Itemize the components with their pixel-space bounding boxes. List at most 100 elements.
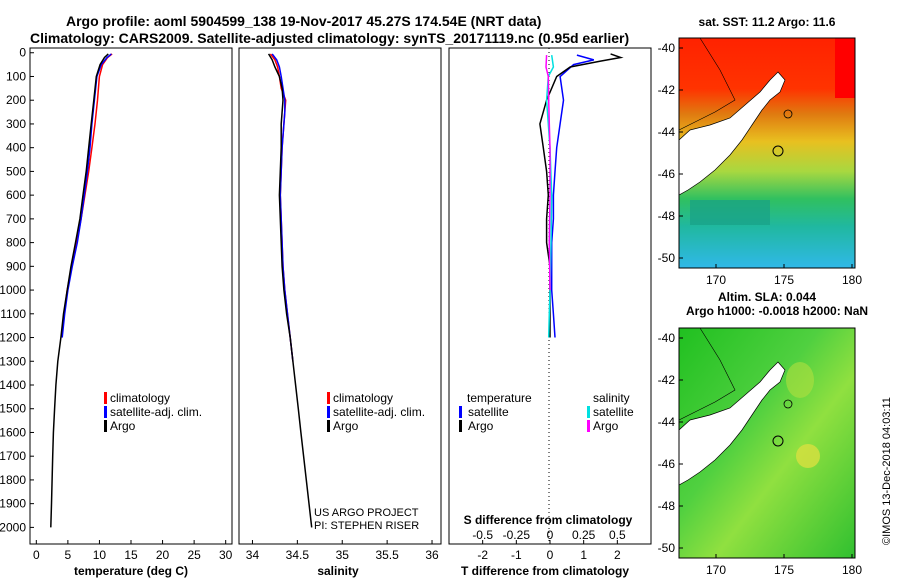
legend-temperature-title: temperature	[467, 391, 532, 405]
lat-tick-label: -40	[658, 331, 676, 345]
salinity-legend: climatology satellite-adj. clim. Argo	[327, 391, 425, 433]
x-tick-label: 35.5	[375, 548, 399, 562]
depth-tick-label: 1700	[0, 449, 26, 463]
legend-salinity-title: salinity	[593, 391, 630, 405]
difference-x-ticks: -2 -1 0 1 2	[477, 540, 621, 562]
sla-bathymetry-contour	[678, 327, 736, 421]
lon-tick-label: 170	[706, 563, 726, 577]
depth-tick-label: 700	[6, 212, 26, 226]
difference-series	[539, 53, 624, 338]
argo-float-location-marker	[772, 145, 784, 157]
sst-map-lat-ticks: -40 -42 -44 -46 -48 -50	[658, 41, 683, 265]
sla-map-title-line1: Altim. SLA: 0.044	[718, 290, 816, 304]
depth-tick-label: 1500	[0, 402, 26, 416]
temperature-difference-label: T difference from climatology	[461, 564, 629, 578]
depth-tick-label: 1200	[0, 331, 26, 345]
x-tick-label: 5	[65, 548, 72, 562]
depth-tick-label: 1900	[0, 497, 26, 511]
lon-tick-label: 180	[842, 273, 862, 287]
depth-tick-label: 500	[6, 164, 26, 178]
argo-float-location-marker	[772, 435, 784, 447]
x-tick-label: 1	[580, 548, 587, 562]
legend-swatch-sal-argo	[587, 420, 590, 432]
sla-map-lon-ticks: 170 175 180	[706, 554, 862, 577]
sst-map-title: sat. SST: 11.2 Argo: 11.6	[699, 15, 836, 29]
legend-swatch-climatology	[327, 392, 330, 404]
x-tick-label: 2	[614, 548, 621, 562]
legend-swatch-sal-satellite	[587, 406, 590, 418]
sla-contour-ring	[783, 399, 793, 409]
depth-tick-label: 1300	[0, 354, 26, 368]
sst-map: sat. SST: 11.2 Argo: 11.6	[658, 15, 863, 287]
x-tick-label: 36	[425, 548, 439, 562]
legend-swatch-satellite	[327, 406, 330, 418]
x-tick-label: 0	[33, 548, 40, 562]
legend-swatch-temp-argo	[459, 420, 462, 432]
series-satellite-adj-clim--line	[271, 53, 294, 362]
lat-tick-label: -46	[658, 457, 676, 471]
lat-tick-label: -40	[658, 41, 676, 55]
series-temperature-satellite-line	[550, 54, 595, 338]
x-tick-label: -1	[511, 548, 522, 562]
sla-map-frame	[678, 327, 856, 559]
salinity-difference-label: S difference from climatology	[464, 513, 633, 527]
sla-land-south-island	[678, 361, 786, 486]
temperature-x-label: temperature (deg C)	[74, 564, 188, 578]
sst-warm-patch	[835, 38, 855, 98]
difference-legend: temperature satellite Argo salinity sate…	[459, 391, 634, 433]
depth-tick-label: 1000	[0, 283, 26, 297]
series-salinity-satellite-line	[545, 54, 555, 338]
depth-tick-label: 800	[6, 236, 26, 250]
x-tick-label: 34.5	[286, 548, 310, 562]
depth-tick-label: 1800	[0, 473, 26, 487]
depth-tick-label: 100	[6, 69, 26, 83]
sla-high-anomaly	[796, 444, 820, 468]
x2-tick-label: 0.5	[609, 528, 626, 542]
temperature-frame	[29, 47, 233, 545]
series-argo-line	[267, 53, 313, 528]
legend-label-climatology: climatology	[110, 391, 170, 405]
x-tick-label: 25	[187, 548, 201, 562]
salinity-difference-x-ticks: -0.5 -0.25 0 0.25 0.5	[472, 528, 626, 542]
depth-tick-label: 400	[6, 141, 26, 155]
credit-imos: ©IMOS 13-Dec-2018 04:03:11	[881, 397, 893, 545]
sst-cool-patch	[690, 200, 770, 225]
x-tick-label: 30	[219, 548, 233, 562]
lon-tick-label: 180	[842, 563, 862, 577]
series-climatology-line	[60, 53, 113, 338]
legend-label-climatology: climatology	[333, 391, 393, 405]
depth-tick-label: 2000	[0, 520, 26, 534]
depth-tick-label: 200	[6, 93, 26, 107]
legend-swatch-argo	[104, 420, 107, 432]
legend-label-sal-satellite: satellite	[593, 405, 634, 419]
lat-tick-label: -44	[658, 415, 676, 429]
legend-swatch-satellite	[104, 406, 107, 418]
x2-tick-label: -0.25	[503, 528, 531, 542]
x-tick-label: 20	[156, 548, 170, 562]
x2-tick-label: -0.5	[472, 528, 493, 542]
temperature-series	[50, 53, 113, 528]
lat-tick-label: -46	[658, 167, 676, 181]
legend-label-sal-argo: Argo	[593, 419, 619, 433]
sla-map-title-line2: Argo h1000: -0.0018 h2000: NaN	[686, 304, 868, 318]
series-satellite-adj-clim--line	[61, 53, 112, 338]
depth-axis: 0 100 200 300 400 500 600 700 800 900 1000 1100 1200…	[0, 46, 34, 534]
figure-title-line1: Argo profile: aoml 5904599_138 19-Nov-20…	[66, 13, 541, 29]
sst-contour-ring	[783, 109, 793, 119]
depth-tick-label: 900	[6, 259, 26, 273]
temperature-legend: climatology satellite-adj. clim. Argo	[104, 391, 202, 433]
lon-tick-label: 175	[774, 563, 794, 577]
lat-tick-label: -48	[658, 499, 676, 513]
depth-tick-label: 300	[6, 117, 26, 131]
series-climatology-line	[269, 53, 294, 362]
temperature-panel: 0 5 10 15 20 25 30 temperature (deg C) climato…	[29, 47, 233, 578]
x-tick-label: 34	[246, 548, 260, 562]
salinity-x-label: salinity	[317, 564, 359, 578]
legend-label-argo: Argo	[333, 419, 359, 433]
x-tick-label: -2	[477, 548, 488, 562]
credit-pi: PI: STEPHEN RISER	[314, 520, 419, 532]
salinity-x-ticks: 34 34.5 35 35.5 36	[246, 540, 439, 562]
legend-label-satellite: satellite-adj. clim.	[110, 405, 202, 419]
x2-tick-label: 0	[547, 528, 554, 542]
